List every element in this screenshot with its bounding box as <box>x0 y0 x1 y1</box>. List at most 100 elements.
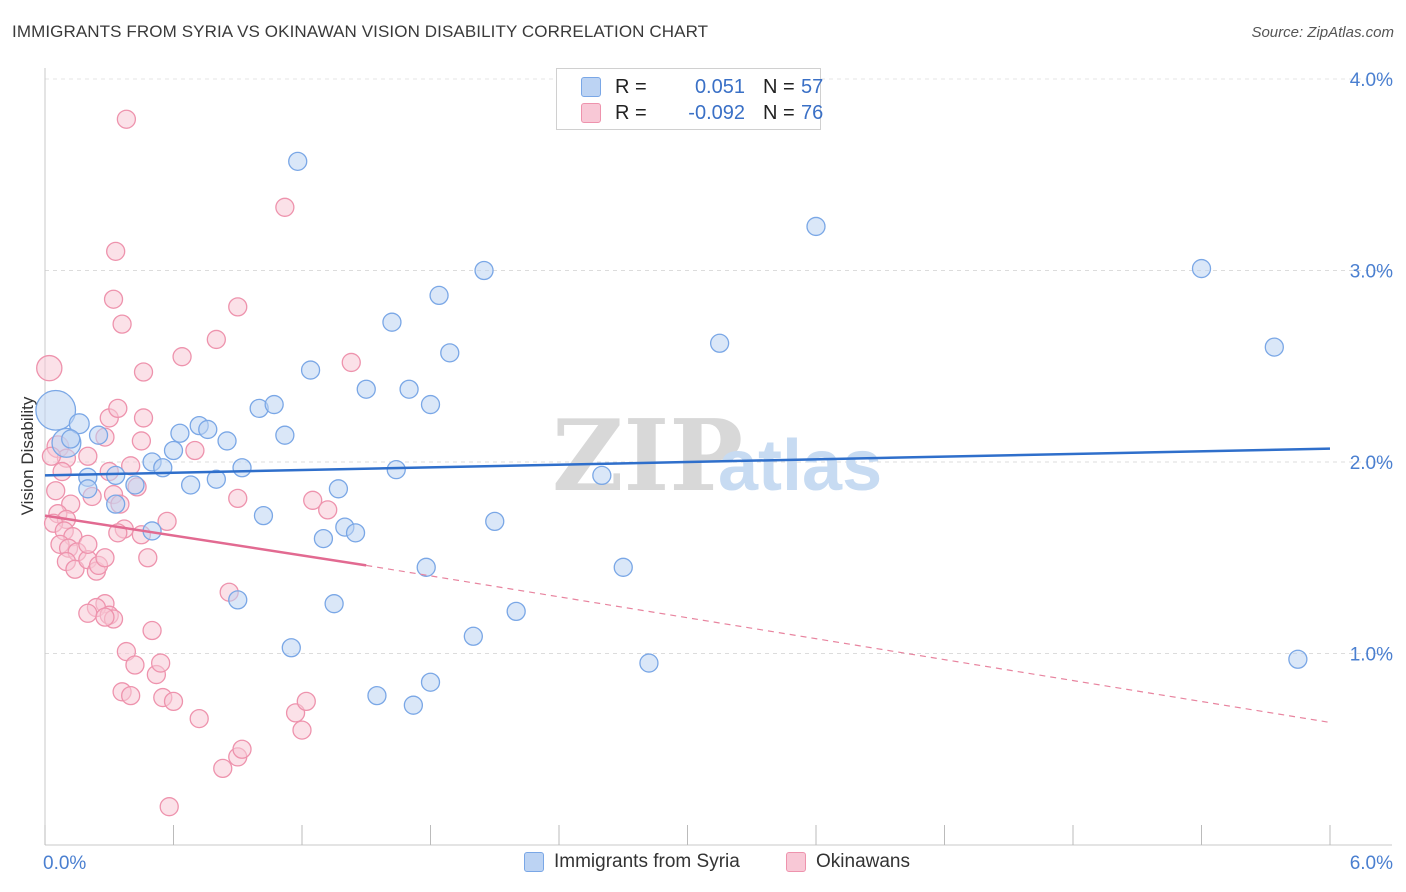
syria-point <box>125 475 145 495</box>
y-tick-label: 2.0% <box>1350 453 1393 474</box>
syria-point <box>506 601 526 622</box>
okinawans-point <box>163 691 184 712</box>
watermark: ZIP atlas <box>552 399 882 514</box>
okinawans-point <box>95 607 115 627</box>
legend-n-value-okinawans: 76 <box>801 101 824 124</box>
okinawans-point <box>95 548 115 568</box>
legend-r-value-syria: 0.051 <box>694 75 745 98</box>
syria-point <box>106 494 126 514</box>
syria-point <box>253 505 274 526</box>
syria-point <box>313 528 334 549</box>
legend-row-okinawans: R = -0.092 N = 76 <box>581 100 823 126</box>
syria-point <box>88 425 109 445</box>
bottom-legend-label-okinawans: Okinawans <box>816 851 910 872</box>
okinawans-point <box>138 548 158 568</box>
x-tick-label: 6.0% <box>1350 853 1393 874</box>
syria-point <box>367 685 387 706</box>
syria-point <box>288 151 308 171</box>
legend-row-syria: R = 0.051 N = 57 <box>581 74 823 100</box>
syria-point <box>170 423 190 443</box>
okinawans-point <box>292 720 312 740</box>
chart-title: IMMIGRANTS FROM SYRIA VS OKINAWAN VISION… <box>12 22 709 41</box>
okinawans-point <box>172 347 192 367</box>
watermark-atlas: atlas <box>718 426 882 506</box>
y-tick-label: 4.0% <box>1350 70 1393 91</box>
okinawans-point <box>133 362 154 382</box>
syria-point <box>232 458 252 478</box>
trend-line-okinawans-extension <box>366 564 1331 724</box>
syria-point <box>328 479 349 499</box>
syria-point <box>163 440 184 461</box>
x-tick-label: 0.0% <box>43 853 86 874</box>
okinawans-point <box>78 534 98 554</box>
trend-line-syria <box>44 447 1331 477</box>
syria-point <box>300 360 321 380</box>
syria-point <box>382 312 402 332</box>
legend-swatch-syria <box>581 77 601 97</box>
okinawans-point <box>159 797 179 817</box>
chart-source: Source: ZipAtlas.com <box>1251 24 1394 41</box>
syria-point <box>592 465 612 486</box>
syria-point <box>198 419 218 440</box>
okinawans-point <box>185 440 205 461</box>
y-axis-label: Vision Disability <box>18 396 37 515</box>
okinawans-point <box>150 653 171 673</box>
legend-r-label: R = <box>615 101 647 124</box>
syria-point <box>206 469 226 489</box>
syria-point <box>35 389 77 431</box>
syria-point <box>1264 337 1284 357</box>
legend-r-label: R = <box>615 75 647 98</box>
syria-point <box>78 479 98 499</box>
okinawans-point <box>106 241 126 262</box>
syria-point <box>420 394 441 415</box>
series-immigrants-from-syria <box>35 151 1308 715</box>
okinawans-point <box>157 511 177 532</box>
correlation-legend: R = 0.051 N = 57 R = -0.092 N = 76 <box>556 68 823 130</box>
legend-n-label: N = <box>763 101 795 124</box>
okinawans-point <box>275 197 295 217</box>
legend-swatch-okinawans <box>581 103 601 123</box>
okinawans-point <box>125 655 145 675</box>
syria-point <box>324 594 344 614</box>
y-tick-label: 3.0% <box>1350 262 1393 283</box>
bottom-legend-swatch-syria <box>524 852 544 872</box>
y-tick-label: 1.0% <box>1350 645 1393 666</box>
okinawans-point <box>189 708 209 729</box>
okinawans-point <box>142 620 162 641</box>
syria-point <box>386 460 406 480</box>
bottom-legend-label-syria: Immigrants from Syria <box>554 851 740 872</box>
okinawans-point <box>131 431 152 451</box>
okinawans-point <box>65 559 85 579</box>
syria-point <box>709 333 730 353</box>
syria-point <box>180 475 201 495</box>
trend-lines <box>44 447 1331 724</box>
bottom-legend-okinawans: Okinawans <box>786 851 910 873</box>
okinawans-point <box>78 446 98 466</box>
syria-point <box>281 638 301 658</box>
okinawans-point <box>206 329 226 350</box>
syria-point <box>403 695 424 715</box>
okinawans-point <box>52 461 72 482</box>
watermark-zip: ZIP <box>552 399 743 514</box>
syria-point <box>420 672 441 692</box>
series-okinawans <box>36 109 361 817</box>
syria-point <box>264 394 284 415</box>
bottom-legend-swatch-okinawans <box>786 852 806 872</box>
syria-point <box>806 216 826 237</box>
syria-point <box>1288 649 1308 669</box>
syria-point <box>275 425 295 445</box>
syria-point <box>416 557 436 577</box>
syria-point <box>1191 258 1212 279</box>
syria-point <box>639 653 659 673</box>
syria-point <box>356 379 376 399</box>
syria-point <box>474 260 494 281</box>
okinawans-point <box>112 314 132 334</box>
okinawans-point <box>46 481 66 501</box>
tick-labels: 1.0% 2.0% 3.0% 4.0% 0.0% 6.0% <box>43 70 1393 874</box>
syria-point <box>613 557 633 577</box>
syria-point <box>463 626 483 646</box>
okinawans-point <box>36 354 63 382</box>
syria-point <box>228 590 248 610</box>
syria-point <box>485 511 505 532</box>
